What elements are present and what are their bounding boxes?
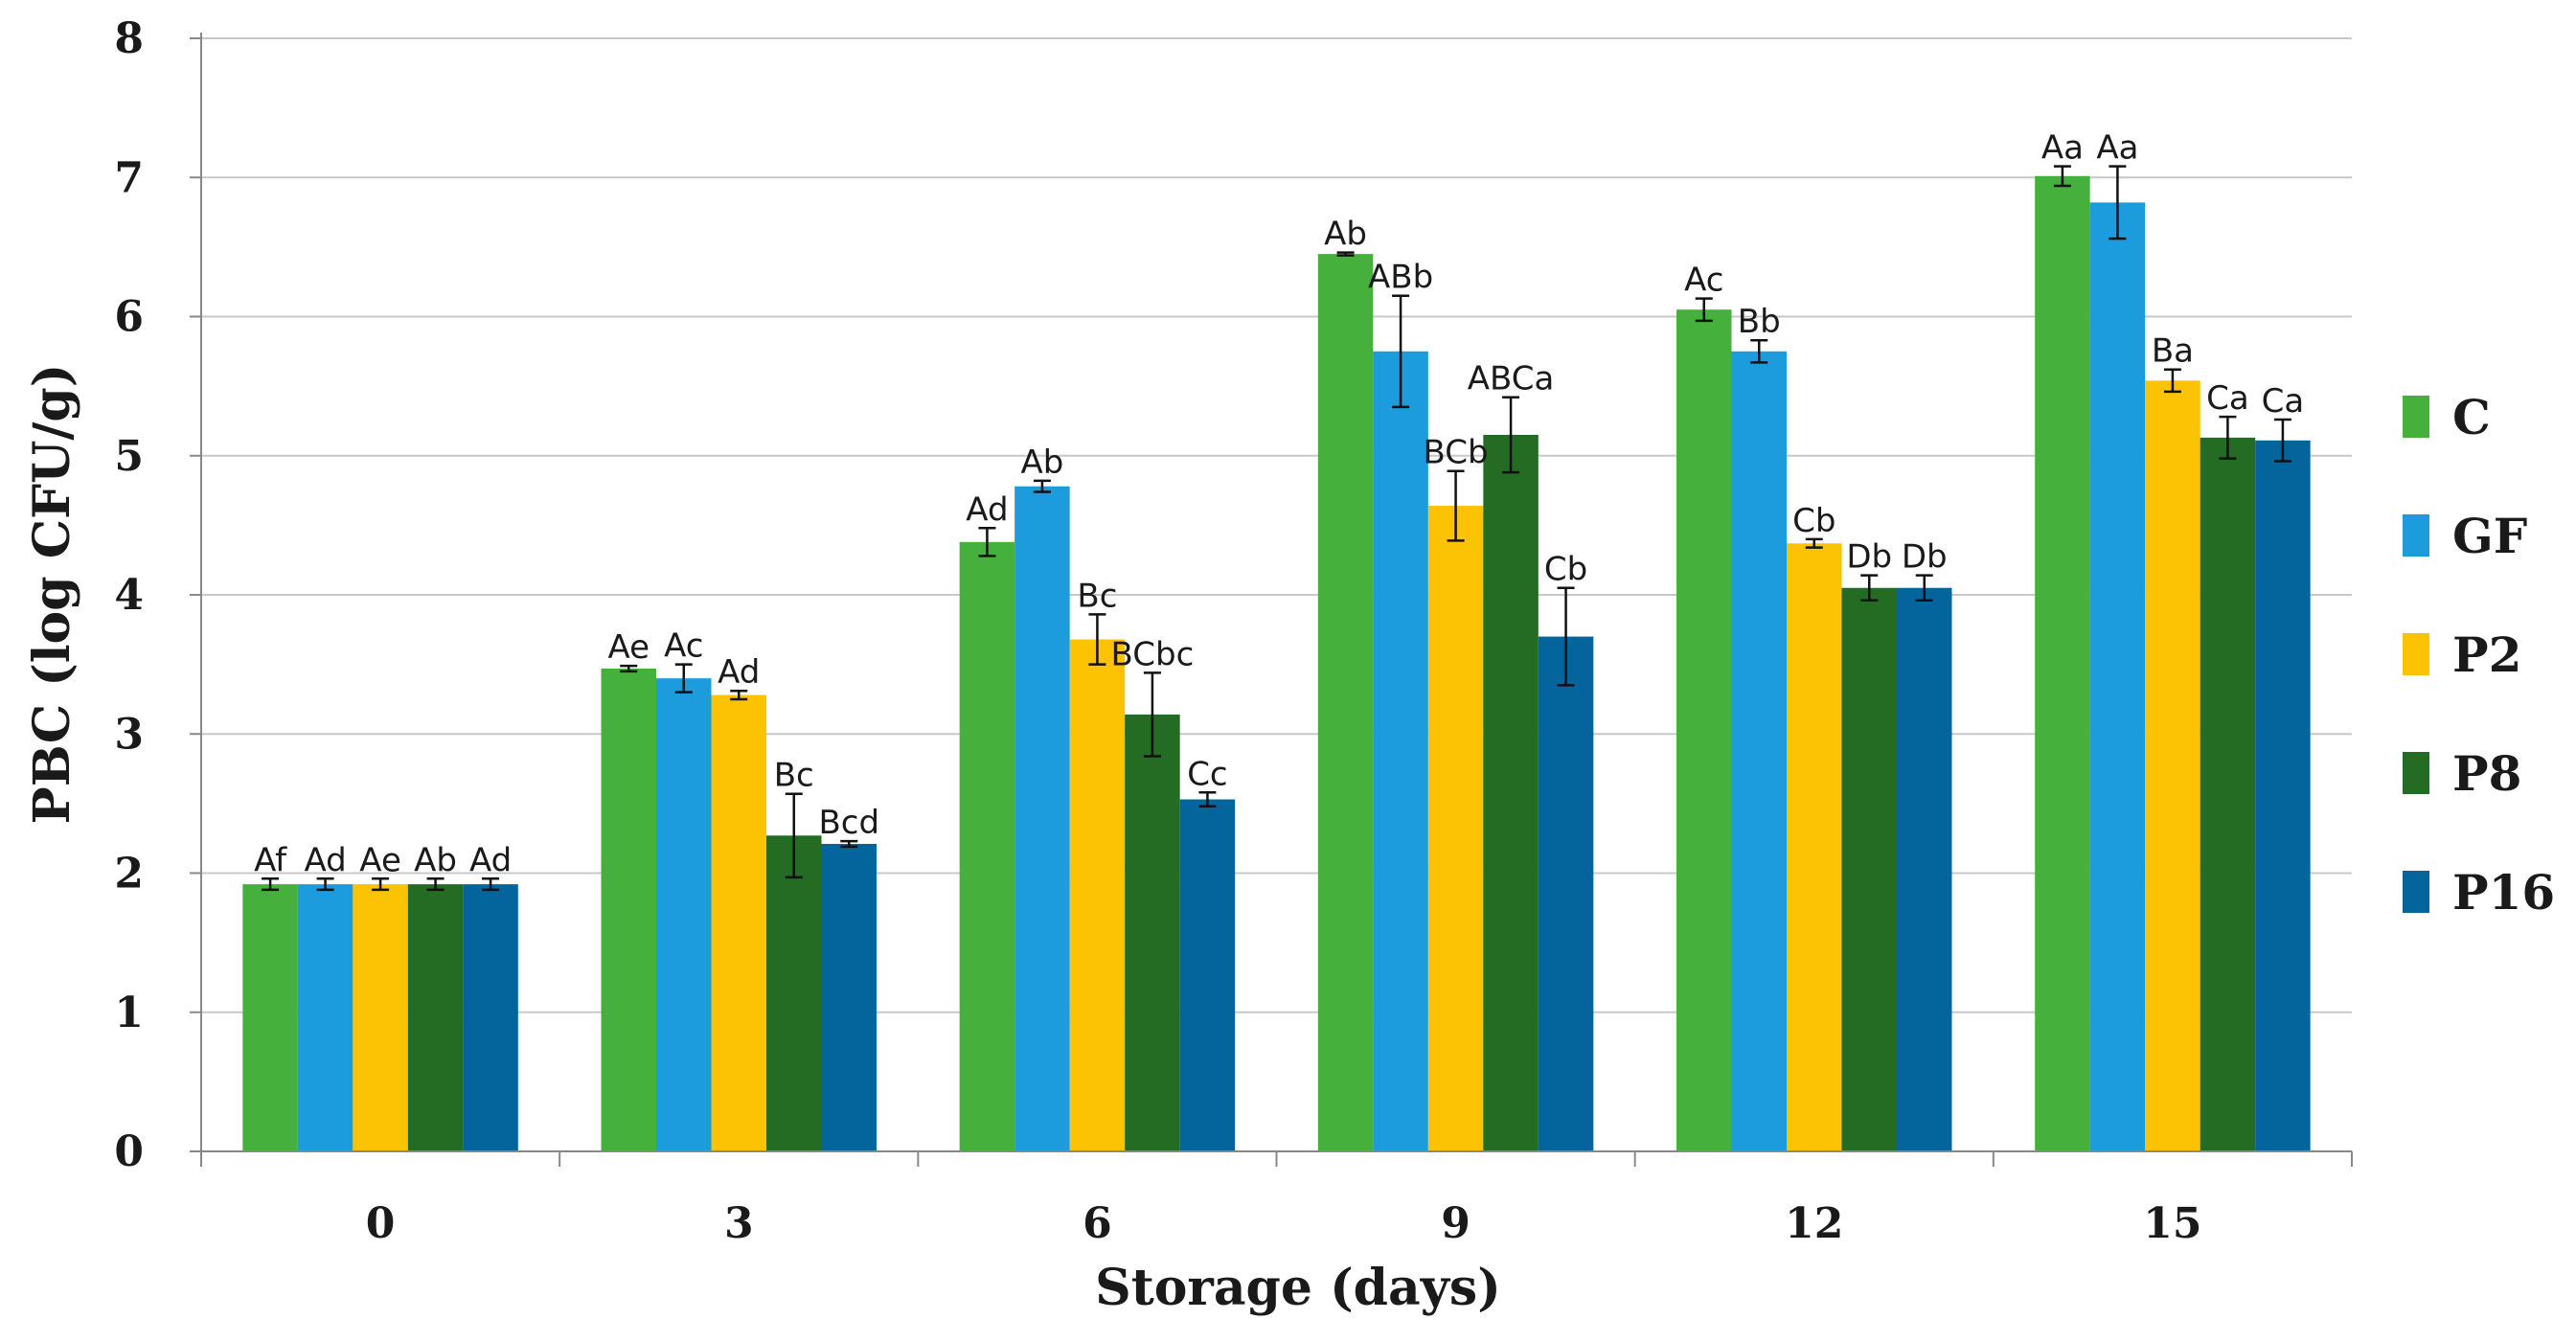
data-label: Cb (1792, 502, 1835, 540)
data-label: ABb (1368, 259, 1433, 297)
y-tick-label: 5 (114, 432, 144, 481)
bar (821, 843, 877, 1151)
bar (1317, 254, 1374, 1151)
bar (463, 884, 518, 1151)
bar (297, 884, 353, 1151)
data-label: Bb (1738, 303, 1781, 341)
data-label: Aa (2041, 129, 2084, 168)
bar (1538, 636, 1594, 1151)
bar (1373, 351, 1428, 1151)
data-label: Ca (2206, 379, 2249, 418)
y-tick-label: 0 (114, 1127, 144, 1176)
data-label: Ad (304, 841, 346, 879)
bar (1069, 639, 1126, 1151)
x-tick-label: 0 (366, 1199, 396, 1248)
data-label: Ae (607, 628, 650, 667)
data-label: Ba (2152, 332, 2194, 371)
legend-label: C (2452, 389, 2491, 445)
bar (1179, 799, 1236, 1151)
legend: C GF P2 P8 P16 (2403, 389, 2555, 921)
y-tick-label: 6 (114, 293, 144, 342)
data-label: Bc (774, 757, 814, 795)
x-tick-label: 9 (1441, 1199, 1470, 1248)
data-label: Ad (718, 653, 760, 692)
x-tick-label: 3 (724, 1199, 754, 1248)
bar (407, 884, 464, 1151)
bar (959, 541, 1015, 1151)
bar-series (242, 175, 2311, 1152)
bar (2145, 380, 2200, 1151)
data-label: ABCa (1468, 360, 1555, 398)
data-label: BCbc (1111, 635, 1195, 673)
bar (2200, 437, 2256, 1151)
x-axis-title: Storage (days) (1095, 1259, 1501, 1317)
bar (1427, 506, 1484, 1151)
bar (1841, 587, 1897, 1151)
x-tick-label: 12 (1785, 1199, 1843, 1248)
axes (200, 33, 2353, 1167)
legend-swatch (2403, 396, 2429, 438)
x-tick-label: 15 (2143, 1199, 2201, 1248)
bar (1731, 351, 1787, 1151)
bar (656, 678, 712, 1151)
data-label: Af (254, 841, 287, 879)
data-label: Ad (469, 841, 512, 879)
legend-label: P16 (2452, 864, 2555, 921)
bar (242, 884, 298, 1151)
legend-swatch (2403, 752, 2429, 794)
data-label: Cb (1544, 551, 1587, 589)
y-tick-label: 2 (114, 850, 144, 898)
bar (353, 884, 408, 1151)
y-axis-title: PBC (log CFU/g) (23, 364, 81, 825)
bar (1125, 714, 1180, 1151)
bar (1897, 587, 1952, 1151)
data-label: Ab (1020, 444, 1063, 482)
y-tick-label: 8 (114, 14, 144, 63)
data-label: Aa (2096, 129, 2138, 168)
data-label: Db (1846, 538, 1892, 577)
grid-lines (190, 37, 2352, 1152)
bar (766, 835, 822, 1151)
legend-swatch (2403, 633, 2429, 675)
y-tick-label: 7 (114, 153, 144, 202)
data-label: Ac (1684, 262, 1723, 300)
data-label: Bcd (818, 804, 879, 842)
data-label: BCb (1424, 434, 1489, 472)
bar (1787, 543, 1842, 1151)
data-label: Ac (664, 627, 703, 666)
error-bars (262, 165, 2291, 892)
data-label: Ae (359, 841, 401, 879)
y-tick-label: 3 (114, 710, 144, 759)
legend-label: GF (2452, 508, 2527, 564)
data-label: Bc (1077, 577, 1117, 615)
x-tick-label: 6 (1083, 1199, 1112, 1248)
data-label: Ca (2262, 382, 2305, 421)
legend-label: P2 (2452, 626, 2521, 683)
bar (601, 668, 656, 1151)
data-label: Ab (1324, 216, 1367, 254)
data-label: Cc (1187, 755, 1227, 793)
data-label: Ab (414, 841, 457, 879)
legend-swatch (2403, 871, 2429, 913)
bar (2035, 175, 2090, 1152)
bar (2255, 440, 2311, 1152)
bar (1676, 309, 1732, 1151)
bar (2089, 202, 2146, 1151)
data-label: Db (1902, 538, 1948, 577)
y-tick-label: 4 (114, 571, 144, 620)
bar (1483, 434, 1539, 1151)
y-tick-label: 1 (114, 989, 144, 1037)
legend-label: P8 (2452, 745, 2521, 802)
legend-swatch (2403, 514, 2429, 557)
bar (711, 694, 766, 1151)
data-label: Ad (966, 490, 1008, 529)
bar (1014, 486, 1070, 1152)
